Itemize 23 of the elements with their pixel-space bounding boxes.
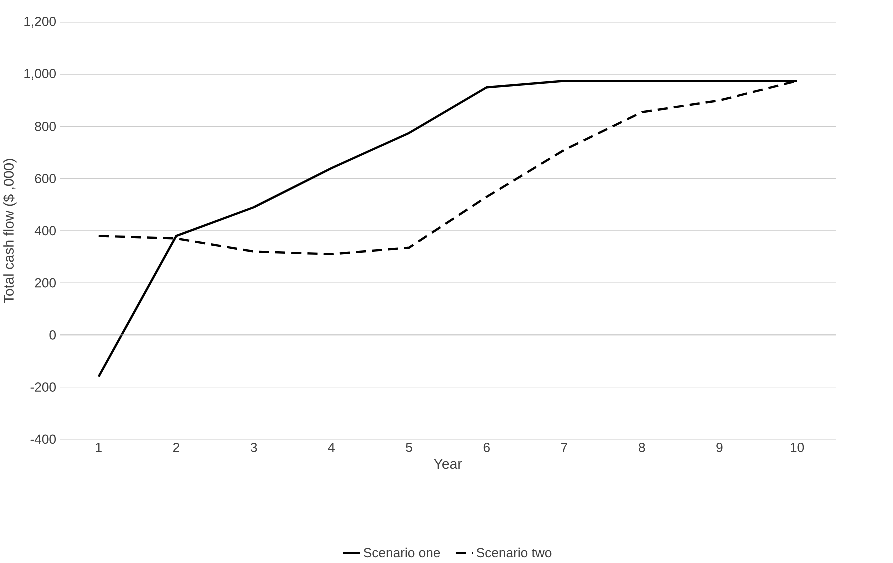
y-tick-label: 200 xyxy=(35,278,56,288)
x-tick-label: 4 xyxy=(328,443,335,452)
y-tick-label: 400 xyxy=(34,226,56,236)
y-tick-label: -200 xyxy=(30,382,56,392)
y-tick-label: 1,200 xyxy=(24,17,56,28)
x-tick-label: 1 xyxy=(96,443,102,452)
x-tick-label: 3 xyxy=(250,443,258,452)
y-axis-title: Total cash flow ($ ,000) xyxy=(3,159,17,304)
legend-label: Scenario two xyxy=(476,548,552,558)
y-tick-label: -400 xyxy=(30,434,56,444)
x-tick-label: 7 xyxy=(562,443,568,452)
x-axis-title: Year xyxy=(434,459,462,470)
x-tick-label: 6 xyxy=(484,443,490,452)
y-tick-label: 0 xyxy=(50,330,56,340)
x-tick-label: 5 xyxy=(406,443,412,452)
y-tick-label: 800 xyxy=(35,122,56,132)
x-tick-label: 9 xyxy=(716,443,723,452)
legend-label: Scenario one xyxy=(364,548,440,558)
x-tick-label: 2 xyxy=(174,443,180,452)
x-tick-label: 10 xyxy=(791,443,804,452)
y-tick-label: 1,000 xyxy=(24,69,56,80)
y-tick-label: 600 xyxy=(35,174,56,184)
x-tick-label: 8 xyxy=(639,443,646,452)
